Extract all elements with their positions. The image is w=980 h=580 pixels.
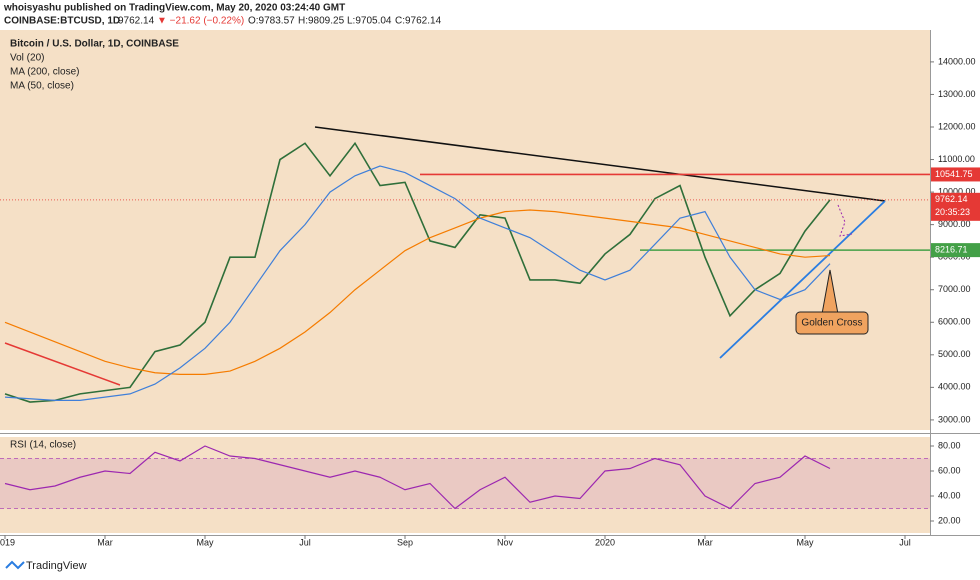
series-line (4, 141, 831, 403)
x-tick-label: Jul (299, 537, 311, 547)
axis: 3000.004000.005000.006000.007000.008000.… (0, 56, 976, 547)
series-line (4, 209, 831, 375)
level-label: 8216.71 (935, 244, 968, 254)
logo (5, 560, 25, 570)
last-price: 9762.14 (118, 16, 155, 27)
y-tick-label: 12000.00 (938, 121, 976, 131)
series-line (4, 445, 831, 510)
legend-entry: Bitcoin / U.S. Dollar, 1D, COINBASE (10, 39, 179, 50)
y-tick-label: 10000.00 (938, 186, 976, 196)
legend-entry: MA (50, close) (10, 81, 74, 92)
x-tick-label: 2020 (595, 537, 615, 547)
x-tick-label: 2019 (0, 537, 15, 547)
publish-line: whoisyashu published on TradingView.com,… (3, 3, 345, 14)
symbol: COINBASE:BTCUSD, 1D (4, 16, 120, 27)
low: L:9705.04 (347, 16, 392, 27)
legend-entry: RSI (14, close) (10, 440, 76, 451)
projection (837, 204, 853, 237)
level-tag (931, 167, 980, 182)
change: ▼ −21.62 (−0.22%) (157, 16, 244, 27)
x-tick-label: Mar (697, 537, 713, 547)
open: O:9783.57 (248, 16, 295, 27)
x-tick-label: Nov (497, 537, 514, 547)
y-tick-label: 4000.00 (938, 382, 971, 392)
series-line (4, 165, 831, 401)
y-tick-label: 6000.00 (938, 317, 971, 327)
callout-text: Golden Cross (801, 318, 862, 329)
x-tick-label: May (196, 537, 214, 547)
level-label: 10541.75 (935, 169, 973, 179)
y-tick-label: 13000.00 (938, 89, 976, 99)
y2-tick-label: 60.00 (938, 465, 961, 475)
drawn-trendline (719, 200, 886, 359)
last-price-tag (931, 192, 980, 221)
y-tick-label: 3000.00 (938, 414, 971, 424)
y-tick-label: 14000.00 (938, 56, 976, 66)
high: H:9809.25 (298, 16, 345, 27)
legend-entry: MA (200, close) (10, 67, 79, 78)
countdown: 20:35:23 (935, 207, 970, 217)
footer: TradingView (5, 560, 87, 572)
y2-tick-label: 20.00 (938, 515, 961, 525)
x-tick-label: Sep (397, 537, 413, 547)
y2-tick-label: 40.00 (938, 490, 961, 500)
level-tag (931, 243, 980, 258)
y-tick-label: 5000.00 (938, 349, 971, 359)
y-tick-label: 9000.00 (938, 219, 971, 229)
y-tick-label: 11000.00 (938, 154, 975, 164)
brand: TradingView (26, 560, 87, 572)
y2-tick-label: 80.00 (938, 440, 961, 450)
volume-legend: Vol (20) (10, 53, 44, 64)
callout-box (795, 311, 869, 335)
rsi-band (0, 458, 930, 509)
x-tick-label: May (796, 537, 814, 547)
x-tick-label: Jul (899, 537, 911, 547)
drawn-trendline (4, 342, 121, 386)
x-tick-label: Mar (97, 537, 113, 547)
last-price-label: 9762.14 (935, 194, 968, 204)
close: C:9762.14 (395, 16, 442, 27)
price-panel (0, 30, 930, 430)
y-tick-label: 7000.00 (938, 284, 971, 294)
drawn-trendline (314, 126, 886, 202)
